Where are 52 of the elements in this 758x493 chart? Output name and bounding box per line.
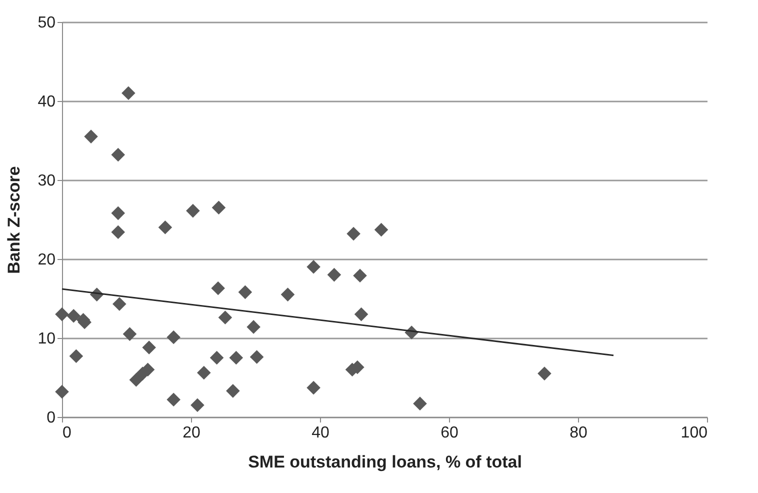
- point: [353, 268, 367, 282]
- point: [112, 297, 126, 311]
- x-tick-label: 0: [62, 424, 72, 442]
- point: [538, 366, 552, 380]
- y-tick-label: 10: [38, 330, 56, 348]
- point: [306, 260, 320, 274]
- point: [280, 288, 295, 302]
- x-tick-label: 80: [570, 424, 588, 442]
- point: [306, 380, 320, 395]
- point: [111, 206, 126, 220]
- point: [226, 384, 240, 398]
- point: [111, 225, 126, 240]
- point: [166, 392, 180, 407]
- point: [413, 396, 427, 410]
- point: [229, 350, 244, 365]
- point: [212, 200, 226, 215]
- point: [55, 307, 69, 322]
- point: [129, 372, 144, 387]
- point: [218, 310, 232, 324]
- point: [211, 281, 225, 296]
- point: [84, 130, 98, 144]
- point: [246, 320, 260, 334]
- x-axis-title: SME outstanding loans, % of total: [248, 452, 522, 472]
- x-tick-label: 100: [680, 424, 708, 442]
- point: [374, 222, 388, 237]
- y-tick-label: 50: [38, 14, 56, 32]
- y-tick-label: 20: [38, 252, 56, 268]
- point: [122, 86, 136, 100]
- point: [210, 350, 224, 365]
- point: [190, 398, 204, 412]
- point: [66, 308, 80, 323]
- point: [111, 148, 126, 162]
- x-tick-label: 60: [440, 424, 458, 442]
- x-tick-label: 40: [312, 424, 330, 442]
- point: [69, 349, 84, 364]
- point: [327, 268, 342, 282]
- point: [346, 226, 360, 241]
- point: [55, 384, 69, 399]
- point: [158, 220, 172, 234]
- point: [166, 330, 180, 344]
- point: [354, 307, 368, 322]
- y-axis-title: Bank Z-score: [4, 166, 24, 274]
- y-tick-label: 30: [38, 172, 56, 190]
- x-tick-label: 20: [182, 424, 200, 442]
- point: [250, 350, 264, 364]
- point: [186, 204, 200, 218]
- point: [142, 340, 156, 354]
- y-tick-label: 0: [46, 410, 56, 426]
- point: [197, 366, 211, 380]
- point: [122, 327, 137, 341]
- y-tick-label: 40: [38, 94, 56, 110]
- point: [238, 285, 252, 300]
